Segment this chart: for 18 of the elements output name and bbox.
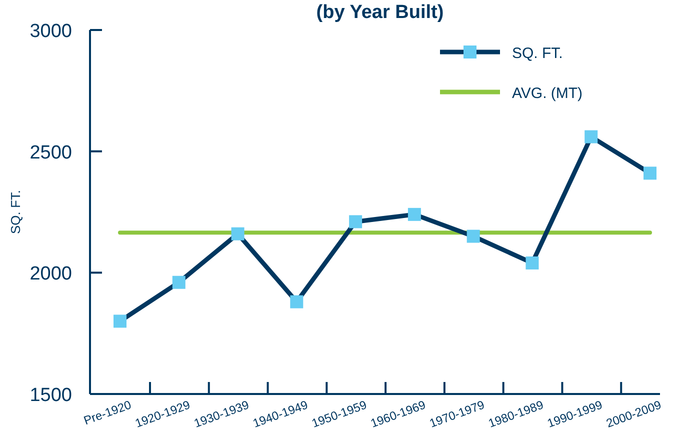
point xyxy=(349,215,362,228)
point xyxy=(466,230,480,243)
point xyxy=(114,314,126,328)
point xyxy=(172,276,186,289)
point xyxy=(526,256,539,270)
y-tick-label: 1500 xyxy=(30,385,72,406)
chart-title: (by Year Built) xyxy=(316,2,444,23)
point xyxy=(231,227,244,240)
legend-label: AVG. (MT) xyxy=(512,85,583,102)
y-axis-title: SQ. FT. xyxy=(8,190,23,234)
point xyxy=(408,208,421,221)
y-tick-label: 3000 xyxy=(30,21,72,42)
point xyxy=(644,166,656,180)
point xyxy=(290,295,304,308)
point xyxy=(584,130,598,144)
legend-label: SQ. FT. xyxy=(512,45,563,62)
y-tick-label: 2500 xyxy=(30,142,72,164)
y-tick-label: 2000 xyxy=(30,264,72,285)
